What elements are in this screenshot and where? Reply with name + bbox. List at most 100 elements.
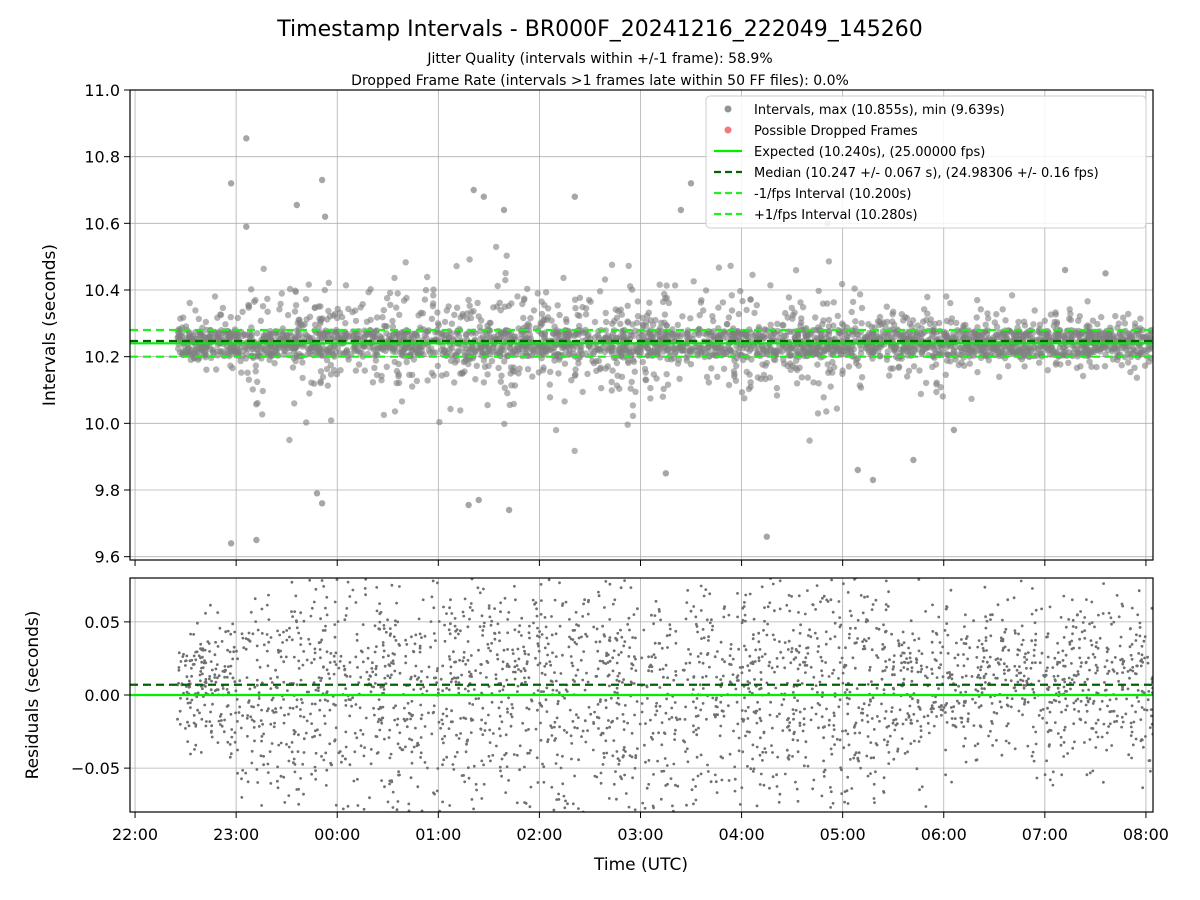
residual-point bbox=[177, 666, 181, 669]
residual-point bbox=[209, 660, 213, 663]
interval-point bbox=[498, 372, 505, 379]
residual-point bbox=[449, 680, 453, 684]
residual-point bbox=[449, 672, 453, 675]
residual-point bbox=[801, 729, 805, 733]
residual-point bbox=[1149, 708, 1153, 711]
residual-point bbox=[1041, 716, 1044, 720]
residual-point bbox=[423, 761, 427, 764]
residual-point bbox=[305, 658, 309, 662]
interval-point bbox=[890, 345, 898, 353]
residual-point bbox=[844, 729, 848, 733]
interval-point bbox=[457, 407, 464, 414]
residual-point bbox=[312, 657, 316, 661]
residual-point bbox=[576, 716, 580, 719]
interval-point bbox=[887, 365, 894, 372]
residual-point bbox=[1022, 686, 1026, 690]
interval-point bbox=[773, 384, 781, 392]
residual-point bbox=[919, 725, 923, 728]
interval-point bbox=[540, 343, 547, 350]
residual-point bbox=[282, 660, 286, 664]
residual-point bbox=[1108, 698, 1112, 702]
residual-point bbox=[559, 672, 563, 675]
interval-point bbox=[950, 347, 957, 354]
residual-point bbox=[757, 573, 760, 576]
residual-point bbox=[460, 673, 463, 677]
residual-point bbox=[351, 588, 355, 592]
residual-point bbox=[907, 714, 911, 718]
residual-point bbox=[846, 802, 850, 805]
residual-point bbox=[387, 736, 391, 739]
residual-point bbox=[984, 672, 988, 676]
residual-point bbox=[632, 682, 636, 685]
residual-point bbox=[230, 728, 234, 731]
interval-point bbox=[903, 314, 911, 322]
residual-point bbox=[224, 630, 228, 634]
interval-point bbox=[839, 343, 847, 351]
residual-point bbox=[358, 706, 362, 710]
residual-point bbox=[597, 594, 601, 598]
interval-point bbox=[324, 316, 331, 323]
interval-point bbox=[398, 398, 406, 405]
residual-point bbox=[764, 751, 768, 754]
residual-point bbox=[602, 751, 606, 755]
interval-point bbox=[810, 379, 817, 386]
interval-point bbox=[514, 293, 521, 300]
interval-point bbox=[497, 378, 504, 385]
residual-point bbox=[646, 697, 649, 700]
residual-point bbox=[925, 665, 929, 669]
interval-point bbox=[438, 372, 446, 379]
interval-point bbox=[1031, 307, 1038, 314]
residual-point bbox=[872, 728, 876, 731]
residual-point bbox=[447, 628, 451, 632]
interval-point bbox=[1004, 362, 1012, 370]
interval-point bbox=[705, 379, 712, 386]
residual-point bbox=[765, 633, 769, 637]
interval-point bbox=[454, 348, 461, 355]
interval-point bbox=[741, 395, 748, 402]
interval-point bbox=[331, 310, 339, 318]
residual-point bbox=[1062, 755, 1066, 758]
residual-point bbox=[201, 687, 204, 691]
residual-point bbox=[1143, 656, 1146, 660]
residual-point bbox=[785, 748, 789, 752]
interval-point bbox=[674, 321, 681, 329]
residual-point bbox=[886, 605, 890, 608]
residual-point bbox=[329, 652, 333, 655]
interval-point bbox=[831, 363, 838, 371]
residual-point bbox=[458, 658, 461, 662]
residual-point bbox=[746, 664, 750, 668]
interval-point bbox=[562, 316, 570, 323]
interval-point-outlier bbox=[313, 490, 321, 497]
residual-point bbox=[608, 636, 612, 639]
interval-point-outlier bbox=[505, 506, 513, 514]
interval-point bbox=[576, 294, 584, 301]
interval-point bbox=[441, 318, 449, 326]
interval-point bbox=[462, 352, 469, 359]
interval-point bbox=[624, 421, 631, 428]
residual-point bbox=[466, 658, 470, 662]
residual-point bbox=[909, 718, 913, 722]
residual-point bbox=[728, 662, 731, 666]
residual-point bbox=[662, 675, 665, 679]
residual-point bbox=[1023, 700, 1027, 704]
interval-point bbox=[791, 309, 798, 316]
residual-point bbox=[401, 748, 405, 752]
interval-point bbox=[696, 312, 703, 319]
interval-point bbox=[904, 373, 911, 380]
top-y-tick-label: 10.2 bbox=[84, 348, 120, 367]
residual-point bbox=[483, 729, 487, 732]
residual-point bbox=[507, 611, 511, 614]
residual-point bbox=[252, 720, 256, 723]
residual-point bbox=[226, 629, 230, 633]
interval-point bbox=[355, 361, 363, 368]
interval-point bbox=[495, 364, 502, 372]
interval-point bbox=[812, 314, 819, 321]
residual-point bbox=[198, 711, 201, 715]
residual-point bbox=[412, 688, 416, 691]
residual-point bbox=[520, 634, 523, 637]
residual-point bbox=[796, 739, 800, 742]
residual-point bbox=[640, 656, 644, 660]
residual-point bbox=[866, 720, 870, 724]
residual-point bbox=[898, 708, 902, 712]
interval-point bbox=[889, 318, 896, 325]
